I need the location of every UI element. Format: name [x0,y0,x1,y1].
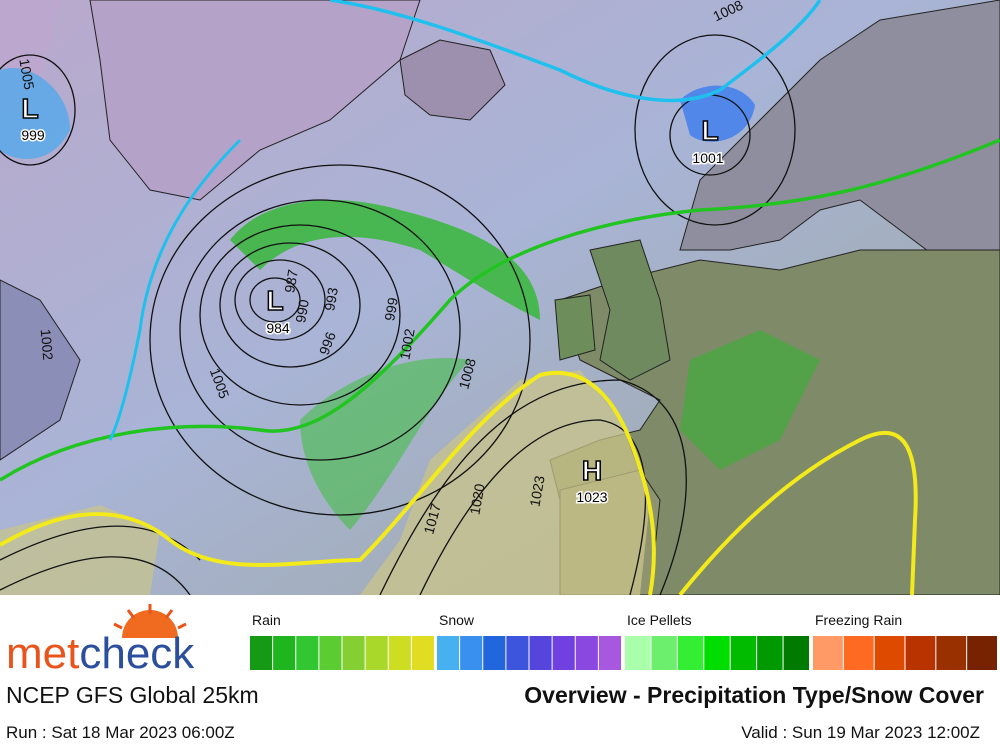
legend-swatch [506,636,529,670]
isotherm-line [108,138,242,441]
legend-swatch [575,636,598,670]
run-time: Run : Sat 18 Mar 2023 06:00Z [6,723,235,742]
legend-swatch [704,636,730,670]
precipitation [0,68,70,159]
legend-label: Ice Pellets [627,612,692,628]
pressure-symbol: L [266,285,283,316]
legend-swatch [651,636,677,670]
isobar-label: 1020 [466,482,487,516]
land [399,39,506,121]
legend-swatch [411,636,434,670]
legend-swatch [874,636,905,670]
valid-time: Valid : Sun 19 Mar 2023 12:00Z [741,723,980,742]
region-shade [360,370,650,595]
isotherm-line [329,0,822,103]
isobar-label: 1005 [16,57,37,91]
isobar-label: 990 [292,298,312,324]
pressure-symbol: L [21,93,38,124]
isobars [0,34,796,596]
pressure-value: 999 [21,127,45,143]
pressure-symbol: L [701,115,718,146]
legend-swatch [437,636,460,670]
pressure-value: 1023 [576,489,607,505]
legend-label: Freezing Rain [815,612,902,628]
isobar-label: 1002 [38,328,57,361]
legend-swatch [529,636,552,670]
land [554,294,596,361]
legend-swatch [319,636,342,670]
legend-swatch [936,636,967,670]
legend-swatch [757,636,783,670]
legend-swatch [905,636,936,670]
map [0,0,1000,597]
legend-swatch [483,636,506,670]
logo-text: metcheck [6,629,195,678]
legend-swatch [250,636,273,670]
product-title: Overview - Precipitation Type/Snow Cover [524,682,984,708]
isobar-label: 1002 [396,327,417,361]
legend-swatch [296,636,319,670]
isotherm-line [0,370,656,596]
isobar-label: 1023 [526,474,547,508]
legend-swatch [365,636,388,670]
pressure-value: 1001 [692,150,723,166]
legend-swatch [813,636,843,670]
land [0,279,81,461]
land [589,239,671,381]
isobar-label: 987 [281,268,301,294]
precipitation [230,200,540,320]
legend-swatch [552,636,575,670]
isobar-label: 1008 [455,356,479,390]
isobar-label: 996 [316,329,339,357]
legend-swatch [273,636,296,670]
isobar-label: 999 [381,296,401,322]
pressure-symbol: H [582,455,602,486]
isobar-label: 1017 [420,501,444,535]
legend-swatch [598,636,621,670]
precipitation [680,330,820,470]
legend-label: Snow [439,612,475,628]
precipitation [300,358,470,530]
precipitation [680,85,755,142]
land [89,0,421,201]
legend-swatch [730,636,757,670]
legend-swatch [783,636,809,670]
legend-swatch [843,636,874,670]
legend-swatch [342,636,365,670]
legend-label: Rain [252,612,281,628]
model-name: NCEP GFS Global 25km [6,682,259,708]
legend-swatch [677,636,704,670]
logo-sun [113,604,187,638]
isotherm-line [678,430,918,597]
isotherm-line [0,138,1000,482]
pressure-value: 984 [266,320,290,336]
legend-swatch [967,636,997,670]
legend-swatch [460,636,483,670]
legend-swatch [388,636,411,670]
isobar-label: 993 [321,286,341,312]
legend-swatch [625,636,651,670]
